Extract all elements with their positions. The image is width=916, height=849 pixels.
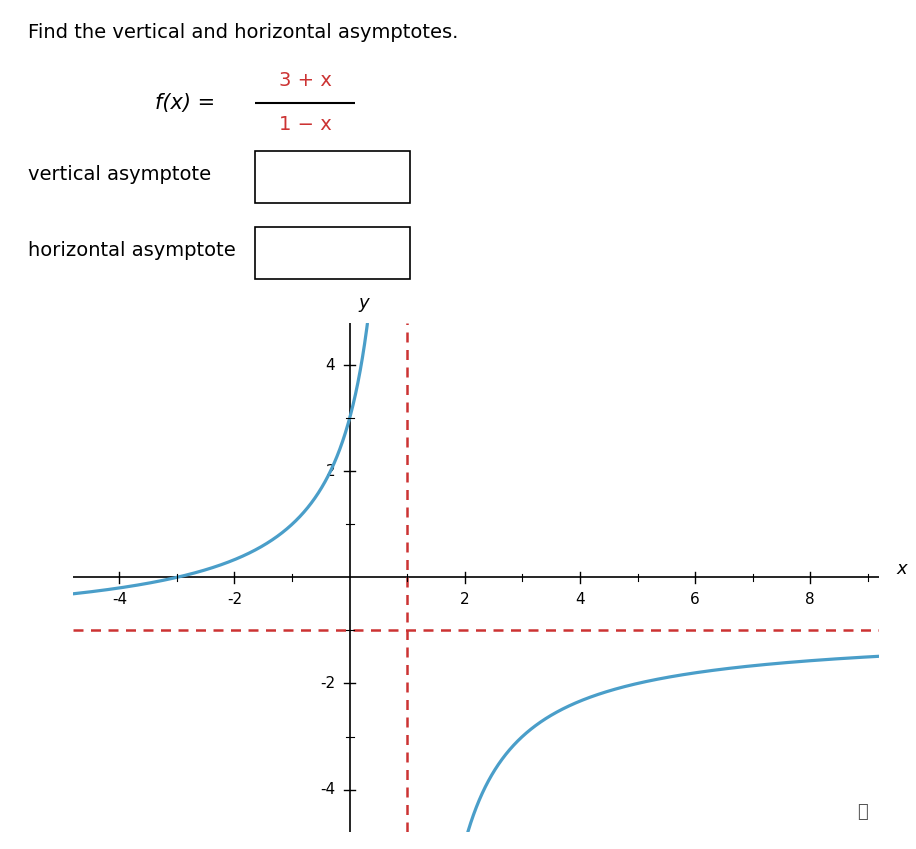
Text: 4: 4: [575, 593, 584, 607]
Text: y: y: [359, 294, 369, 312]
Text: 2: 2: [460, 593, 470, 607]
Bar: [255, 151, 410, 203]
Text: 1 − x: 1 − x: [278, 115, 332, 134]
Text: Find the vertical and horizontal asymptotes.: Find the vertical and horizontal asympto…: [28, 23, 458, 42]
Text: 4: 4: [325, 357, 335, 373]
Text: -2: -2: [320, 676, 335, 691]
Text: -2: -2: [227, 593, 242, 607]
Text: -4: -4: [112, 593, 127, 607]
Text: 8: 8: [805, 593, 815, 607]
Text: x: x: [897, 560, 907, 578]
Text: f(x) =: f(x) =: [155, 93, 215, 113]
Text: 3 + x: 3 + x: [278, 71, 332, 90]
Text: 6: 6: [691, 593, 700, 607]
Text: horizontal asymptote: horizontal asymptote: [28, 241, 235, 260]
Text: 2: 2: [325, 464, 335, 479]
Text: vertical asymptote: vertical asymptote: [28, 166, 211, 184]
Bar: [255, 227, 410, 278]
Text: ⓘ: ⓘ: [857, 803, 867, 821]
Text: -4: -4: [320, 782, 335, 797]
